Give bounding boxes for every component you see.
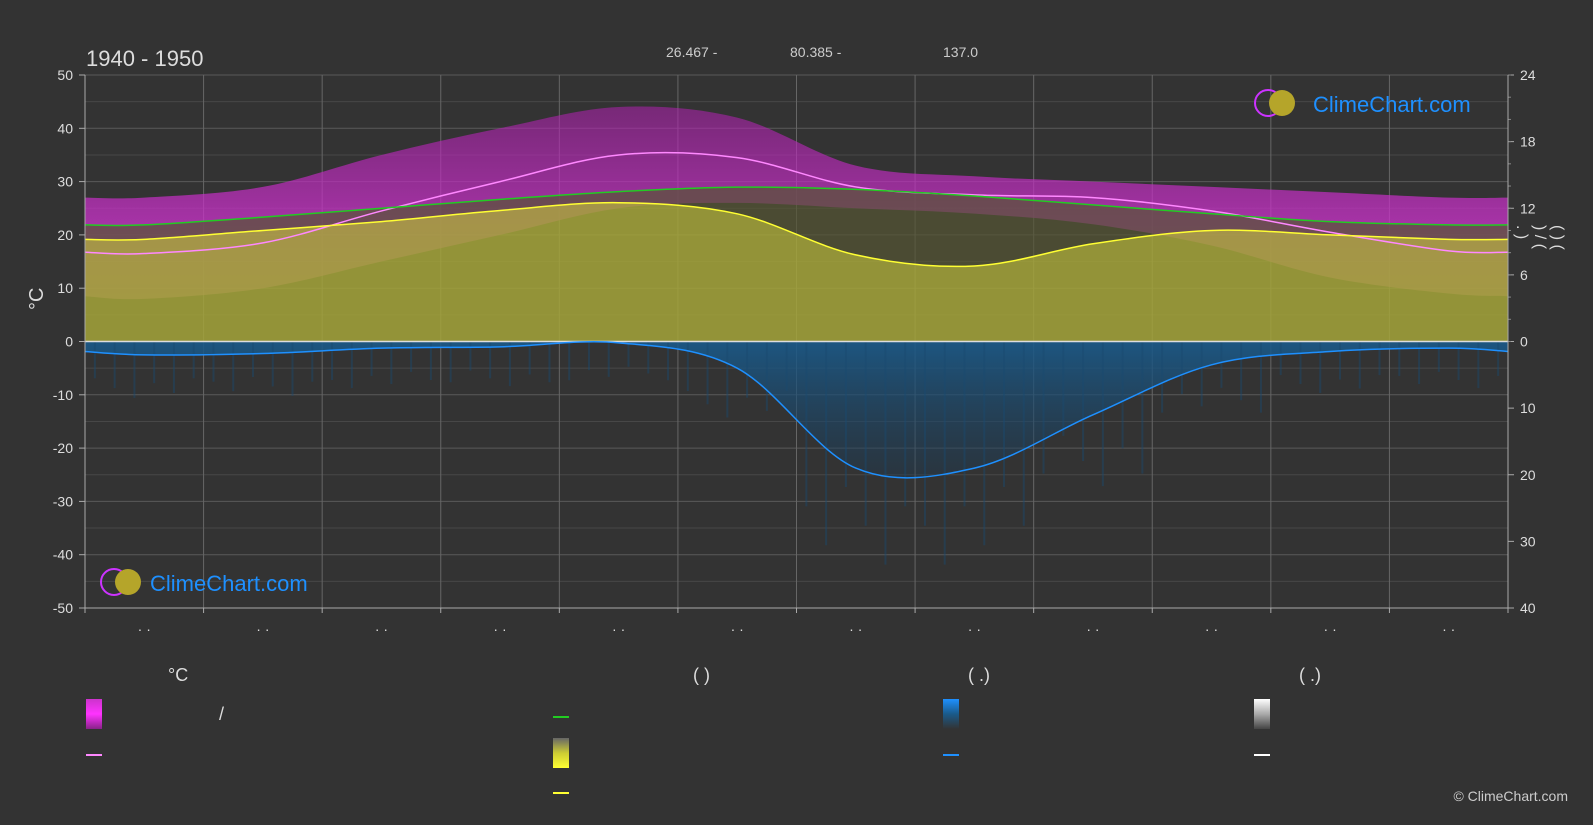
right-tick-label: 10 [1520, 400, 1536, 416]
legend-temp-range-swatch [86, 699, 102, 729]
x-tick-label: · · [138, 621, 151, 637]
x-tick-label: · · [1086, 621, 1099, 637]
left-tick-label: 40 [57, 120, 73, 136]
left-tick-label: -10 [53, 387, 73, 403]
coord-lon: 80.385 - [790, 44, 842, 60]
x-tick-label: · · [612, 621, 625, 637]
watermark-top: ClimeChart.com [1313, 92, 1471, 117]
legend-sunshine-swatch [553, 738, 569, 768]
logo-sun-icon [1269, 90, 1295, 116]
legend-sunshine-line [553, 792, 569, 794]
max-temp-line [84, 151, 1509, 255]
right-axis-title: ( ) ( ) / ( . ) [1513, 225, 1566, 250]
daylight-line [84, 186, 1509, 227]
legend-snow-swatch [1254, 699, 1270, 729]
right-tick-label: 12 [1520, 200, 1536, 216]
legend-rain-head: ( .) [968, 665, 990, 685]
x-tick-label: · · [375, 621, 388, 637]
copyright: © ClimeChart.com [1453, 788, 1568, 804]
right-tick-label: 40 [1520, 600, 1536, 616]
precipitation-band [85, 341, 1508, 478]
coord-elev: 137.0 [943, 44, 979, 60]
legend-temp-head: °C [168, 665, 189, 685]
left-tick-label: -40 [53, 547, 73, 563]
right-tick-label: 30 [1520, 533, 1536, 549]
x-tick-label: · · [968, 621, 981, 637]
legend-snow-head: ( .) [1299, 665, 1321, 685]
right-tick-label: 18 [1520, 134, 1536, 150]
x-tick-label: · · [731, 621, 744, 637]
x-tick-label: · · [1442, 621, 1455, 637]
period-title: 1940 - 1950 [86, 46, 204, 71]
right-tick-label: 0 [1520, 334, 1528, 350]
left-tick-label: 30 [57, 174, 73, 190]
legend-snow-line [1254, 754, 1270, 756]
x-tick-label: · · [256, 621, 269, 637]
legend-precip-swatch [943, 699, 959, 729]
sunshine-band [85, 202, 1508, 342]
data-lines [84, 151, 1509, 479]
left-tick-label: -50 [53, 600, 73, 616]
x-tick-label: · · [1205, 621, 1218, 637]
left-tick-label: 20 [57, 227, 73, 243]
right-tick-label: 6 [1520, 267, 1528, 283]
logo-sun-icon [115, 569, 141, 595]
left-tick-label: 10 [57, 280, 73, 296]
left-tick-label: 0 [65, 334, 73, 350]
daylight-gap-band [85, 187, 1508, 267]
x-tick-label: · · [1324, 621, 1337, 637]
left-tick-label: -20 [53, 440, 73, 456]
legend-temp-range-slash: / [219, 704, 225, 724]
legend-sun-head: ( ) [693, 665, 710, 685]
axes: 50 40 30 20 10 0 -10 -20 -30 -40 -50 24 18 12 6 0 10 20 30… [53, 67, 1536, 637]
coord-lat: 26.467 - [666, 44, 718, 60]
left-axis-title: °C [26, 287, 48, 310]
legend-daylight-line [553, 716, 569, 718]
watermark-icons [100, 89, 1295, 596]
legend-max-temp-line [86, 754, 102, 756]
left-tick-label: -30 [53, 493, 73, 509]
right-tick-label: 24 [1520, 67, 1536, 83]
precipitation-line [84, 341, 1509, 479]
watermark-bottom: ClimeChart.com [150, 571, 308, 596]
left-tick-label: 50 [57, 67, 73, 83]
right-tick-label: 20 [1520, 467, 1536, 483]
data-bands [85, 106, 1508, 565]
x-tick-label: · · [493, 621, 506, 637]
sunshine-line [84, 201, 1509, 268]
legend-precip-line [943, 754, 959, 756]
x-tick-label: · · [849, 621, 862, 637]
